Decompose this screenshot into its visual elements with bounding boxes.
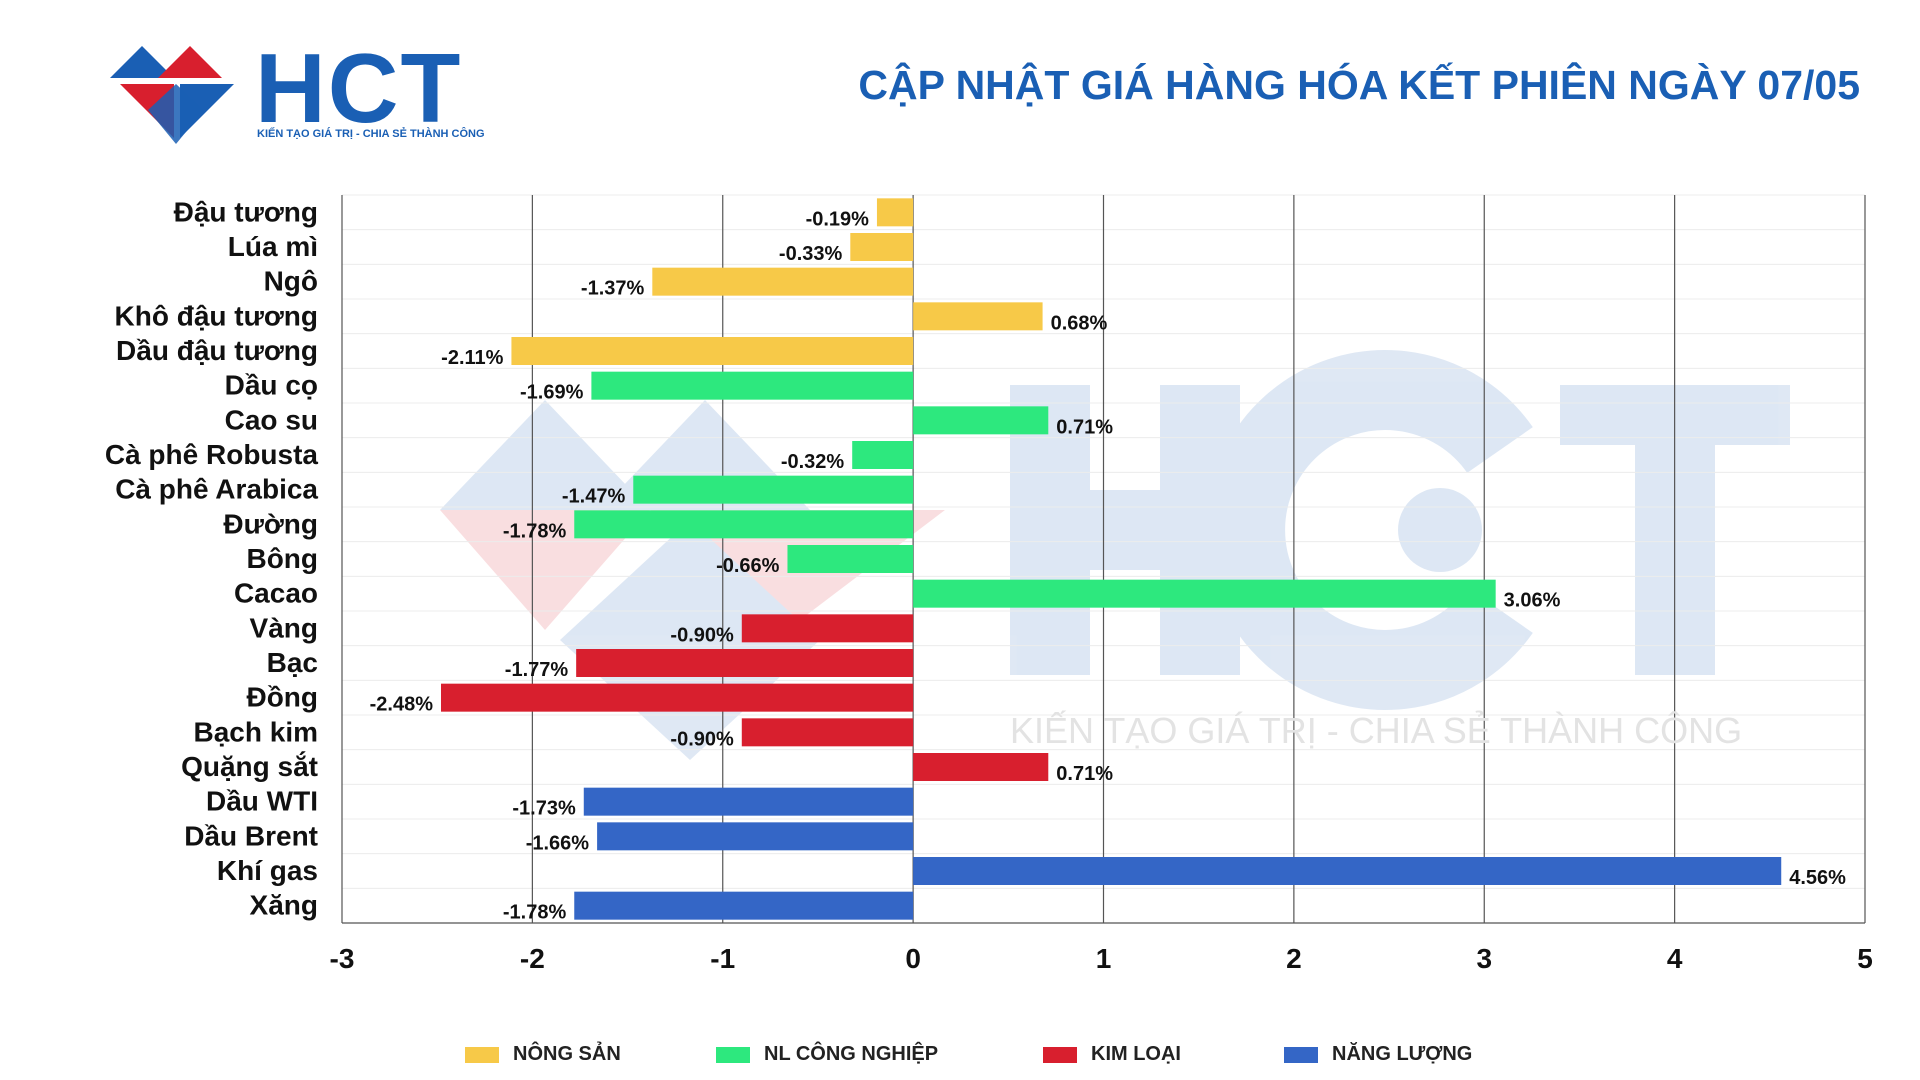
- data-label-kho-dau-tuong: 0.68%: [1051, 312, 1108, 334]
- data-label-quang-sat: 0.71%: [1056, 763, 1113, 785]
- category-label-duong: Đường: [223, 508, 318, 539]
- bar-dau-dau-tuong: [511, 337, 914, 365]
- data-label-dau-dau-tuong: -2.11%: [441, 347, 503, 369]
- bar-dau-tuong: [876, 198, 914, 227]
- x-tick-label: 1: [1096, 943, 1112, 974]
- logo-diamond-icon: [110, 46, 234, 144]
- category-label-dau-dau-tuong: Dầu đậu tương: [116, 335, 318, 366]
- legend-item-kim-loai: KIM LOẠI: [1043, 1043, 1181, 1066]
- data-label-bac: -1.77%: [505, 659, 569, 681]
- bar-bong: [787, 545, 914, 573]
- bar-dau-wti: [583, 787, 914, 816]
- bar-vang: [741, 614, 914, 643]
- brand-name: HCT: [255, 33, 463, 143]
- legend-label: NĂNG LƯỢNG: [1332, 1043, 1473, 1065]
- category-label-khi-gas: Khí gas: [217, 855, 318, 886]
- category-label-dong: Đồng: [246, 682, 318, 713]
- legend-label: NL CÔNG NGHIỆP: [764, 1043, 939, 1065]
- data-label-ngo: -1.37%: [581, 278, 645, 300]
- bar-dau-co: [591, 371, 914, 400]
- category-label-xang: Xăng: [250, 890, 318, 921]
- category-label-bong: Bông: [246, 543, 318, 574]
- watermark-tagline: KIẾN TẠO GIÁ TRỊ - CHIA SẺ THÀNH CÔNG: [1010, 710, 1743, 751]
- brand-logo: HCT KIẾN TẠO GIÁ TRỊ - CHIA SẺ THÀNH CÔN…: [110, 33, 485, 150]
- data-label-dong: -2.48%: [370, 694, 434, 716]
- category-label-vang: Vàng: [250, 612, 318, 643]
- bar-quang-sat: [913, 753, 1049, 781]
- category-label-bach-kim: Bạch kim: [194, 716, 319, 747]
- data-label-dau-co: -1.69%: [520, 382, 584, 404]
- data-label-dau-brent: -1.66%: [526, 832, 590, 854]
- bar-dong: [440, 683, 914, 712]
- category-label-cacao: Cacao: [234, 578, 318, 609]
- bar-bac: [576, 649, 914, 677]
- bar-duong: [574, 510, 914, 539]
- data-label-bach-kim: -0.90%: [670, 728, 734, 750]
- bar-cao-su: [913, 406, 1049, 435]
- data-label-khi-gas: 4.56%: [1789, 867, 1846, 889]
- chart-legend: NÔNG SẢN NL CÔNG NGHIỆP KIM LOẠI NĂNG LƯ…: [0, 1043, 1920, 1073]
- category-label-ca-phe-robusta: Cà phê Robusta: [105, 439, 319, 470]
- data-label-vang: -0.90%: [670, 624, 734, 646]
- data-label-duong: -1.78%: [503, 520, 567, 542]
- bar-kho-dau-tuong: [913, 302, 1043, 331]
- category-label-bac: Bạc: [267, 647, 318, 678]
- data-label-cao-su: 0.71%: [1056, 416, 1113, 438]
- bar-ca-phe-robusta: [852, 441, 914, 469]
- x-tick-label: -3: [330, 943, 355, 974]
- x-tick-label: 5: [1857, 943, 1873, 974]
- data-label-xang: -1.78%: [503, 902, 567, 924]
- bar-ca-phe-arabica: [633, 475, 914, 504]
- category-label-dau-tuong: Đậu tương: [174, 196, 318, 227]
- bar-cacao: [913, 579, 1496, 608]
- category-label-dau-wti: Dầu WTI: [206, 786, 318, 817]
- legend-swatch: [716, 1046, 750, 1063]
- data-label-bong: -0.66%: [716, 555, 780, 577]
- bar-lua-mi: [850, 233, 914, 261]
- data-label-dau-tuong: -0.19%: [806, 208, 870, 230]
- legend-label: KIM LOẠI: [1091, 1043, 1181, 1065]
- data-label-cacao: 3.06%: [1504, 590, 1561, 612]
- legend-swatch: [1284, 1046, 1318, 1063]
- x-tick-label: 0: [905, 943, 921, 974]
- data-label-ca-phe-robusta: -0.32%: [781, 451, 845, 473]
- category-label-dau-brent: Dầu Brent: [184, 820, 318, 851]
- x-tick-label: 3: [1476, 943, 1492, 974]
- bar-khi-gas: [913, 857, 1782, 885]
- category-label-quang-sat: Quặng sắt: [181, 751, 318, 782]
- x-tick-label: 4: [1667, 943, 1683, 974]
- x-tick-label: 2: [1286, 943, 1302, 974]
- bar-bach-kim: [741, 718, 914, 747]
- legend-item-nl-cong-nghiep: NL CÔNG NGHIỆP: [716, 1043, 938, 1066]
- legend-swatch: [1043, 1046, 1077, 1063]
- legend-item-nang-luong: NĂNG LƯỢNG: [1284, 1043, 1472, 1066]
- brand-tagline: KIẾN TẠO GIÁ TRỊ - CHIA SẺ THÀNH CÔNG: [257, 128, 485, 140]
- category-label-ca-phe-arabica: Cà phê Arabica: [115, 474, 318, 505]
- page-title: CẬP NHẬT GIÁ HÀNG HÓA KẾT PHIÊN NGÀY 07/…: [858, 62, 1860, 108]
- legend-swatch: [465, 1046, 499, 1063]
- data-label-ca-phe-arabica: -1.47%: [562, 486, 626, 508]
- category-label-lua-mi: Lúa mì: [228, 231, 318, 262]
- bar-dau-brent: [597, 822, 914, 851]
- category-label-dau-co: Dầu cọ: [225, 370, 318, 401]
- x-tick-label: -2: [520, 943, 545, 974]
- data-label-lua-mi: -0.33%: [779, 243, 843, 265]
- legend-item-nong-san: NÔNG SẢN: [465, 1043, 621, 1066]
- category-label-cao-su: Cao su: [225, 404, 318, 435]
- data-label-dau-wti: -1.73%: [512, 798, 576, 820]
- bar-xang: [574, 891, 914, 920]
- legend-label: NÔNG SẢN: [513, 1043, 621, 1065]
- category-label-kho-dau-tuong: Khô đậu tương: [115, 300, 318, 331]
- bar-ngo: [652, 267, 914, 296]
- category-label-ngo: Ngô: [264, 266, 318, 297]
- x-tick-label: -1: [710, 943, 735, 974]
